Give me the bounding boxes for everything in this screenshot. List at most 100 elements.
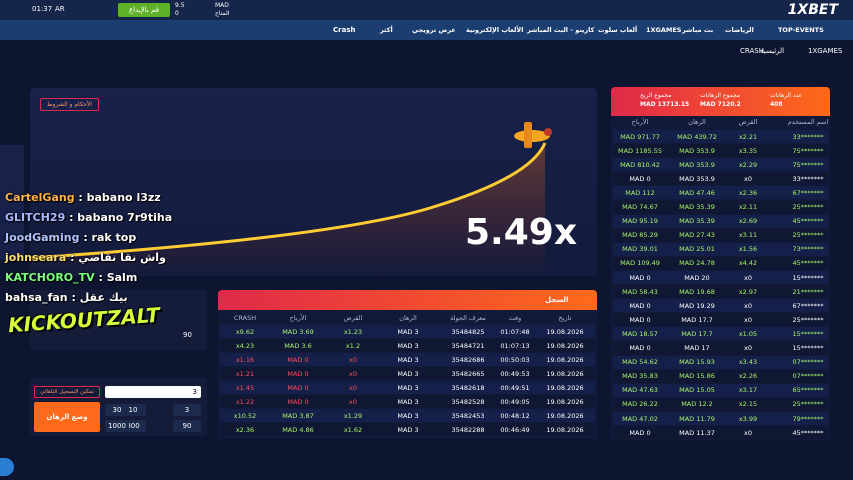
breadcrumb[interactable]: 1XGAMES	[808, 47, 843, 55]
player-cell: x2.21	[738, 132, 758, 141]
terms-button[interactable]: الأحكام و الشروط	[40, 98, 99, 111]
stat-value: MAD 13713.15	[640, 101, 690, 108]
player-row	[613, 369, 828, 383]
player-cell: MAD 27.43	[679, 231, 715, 240]
player-cell: 73*******	[792, 245, 824, 254]
chip[interactable]: 3	[173, 404, 201, 416]
player-cell: 45*******	[792, 217, 824, 226]
player-cell: x3.99	[738, 414, 758, 423]
history-cell: MAD 3	[397, 397, 419, 406]
player-cell: MAD 15.86	[679, 372, 715, 381]
history-row	[220, 353, 595, 366]
player-row	[613, 186, 828, 200]
breadcrumb[interactable]: الرئيسية	[760, 47, 785, 55]
player-cell: x3.11	[738, 231, 758, 240]
history-cell: 01:07:13	[500, 341, 530, 350]
player-cell: MAD 18.57	[622, 329, 658, 338]
history-cell: 01:07:48	[500, 327, 530, 336]
top-bar	[0, 0, 853, 20]
player-cell: MAD 35.39	[679, 203, 715, 211]
nav-item[interactable]: الرياضات	[725, 26, 754, 34]
history-cell: MAD 3	[397, 425, 419, 434]
nav-item[interactable]: ألعاب سلوت	[598, 26, 638, 34]
player-cell: 65*******	[792, 386, 824, 395]
player-cell: MAD 15.93	[679, 358, 715, 367]
place-bet-button[interactable]: وضع الرهان	[34, 402, 100, 432]
player-cell: 75*******	[792, 146, 824, 155]
history-cell: 35482453	[451, 411, 485, 420]
player-cell: 75*******	[792, 160, 824, 169]
player-cell: 67*******	[792, 188, 824, 197]
nav-item[interactable]: أكثر	[380, 26, 393, 34]
history-cell: MAD 3	[397, 383, 419, 392]
history-cell: 00:50:03	[500, 355, 530, 364]
nav-item[interactable]: كازينو - البث المباشر	[527, 26, 595, 34]
chat-text: : Salm	[94, 271, 138, 284]
history-cell: MAD 4.86	[282, 425, 314, 434]
history-cell: x1.23	[343, 327, 363, 336]
nav-bar	[0, 20, 853, 40]
game-tag[interactable]: Crash	[333, 26, 356, 34]
player-cell: x4.42	[738, 259, 758, 268]
chip[interactable]: 30	[105, 404, 129, 416]
player-cell: 07*******	[792, 358, 824, 367]
nav-item[interactable]: TOP-EVENTS	[778, 26, 824, 34]
player-row	[613, 355, 828, 369]
column-header: الرهان	[399, 314, 417, 322]
history-cell: 19.08.2026	[546, 411, 584, 420]
history-cell: MAD 3.87	[282, 411, 314, 420]
history-cell: MAD 3	[397, 369, 419, 378]
history-row	[220, 325, 595, 338]
side-icons	[0, 145, 24, 260]
chat-text: : واش نقا نقاضي	[66, 251, 166, 264]
player-cell: MAD 0	[629, 428, 651, 437]
player-cell: 25*******	[792, 203, 824, 211]
nav-item[interactable]: 1XGAMES	[646, 26, 682, 34]
column-header: اسم المستخدم	[787, 118, 829, 126]
player-row	[613, 271, 828, 284]
graph-area	[30, 143, 545, 276]
history-cell: MAD 0	[287, 369, 309, 378]
breadcrumb[interactable]: CRASH	[740, 47, 764, 55]
stat-label: مجموع الربح	[640, 92, 672, 99]
player-row	[613, 327, 828, 341]
nav-item[interactable]: بث مباشر	[682, 26, 714, 34]
chip[interactable]: 90	[173, 420, 201, 432]
chip[interactable]: 1000	[105, 420, 129, 432]
nav-item[interactable]: الألعاب الإلكترونية	[466, 26, 524, 34]
history-cell: 35482686	[451, 355, 485, 364]
plane	[514, 122, 552, 148]
auto-button[interactable]: تمكين التسجيل التلقائي	[34, 386, 100, 398]
deposit-button[interactable]: قم بالإيداع	[118, 3, 170, 17]
history-title: السجل	[545, 296, 569, 304]
player-cell: x3.35	[738, 146, 758, 155]
player-cell: MAD 353.9	[679, 146, 715, 155]
nav-item[interactable]: عرض ترويجي	[412, 26, 456, 34]
history-row	[220, 381, 595, 394]
player-cell: MAD 35.39	[679, 217, 715, 226]
player-cell: x0	[744, 344, 752, 352]
history-cell: x1.16	[235, 355, 255, 364]
player-cell: x2.36	[738, 188, 758, 197]
player-cell: MAD 25.01	[679, 245, 715, 254]
player-row	[613, 397, 828, 411]
history-cell: 00:49:53	[500, 369, 530, 378]
player-cell: x0	[744, 301, 752, 310]
player-cell: MAD 11.79	[679, 414, 715, 423]
history-cell: MAD 0	[287, 355, 309, 364]
history-cell: x1.62	[343, 425, 363, 434]
history-cell: MAD 0	[287, 397, 309, 406]
chat-user: JoodGaming	[5, 231, 80, 244]
column-header: تاريخ	[558, 314, 572, 322]
player-cell: x2.15	[738, 400, 758, 409]
player-cell: MAD 12.2	[681, 400, 713, 409]
player-cell: MAD 11.37	[679, 428, 715, 437]
player-cell: MAD 17	[684, 344, 710, 352]
player-cell: MAD 0	[629, 301, 651, 310]
player-cell: MAD 971.77	[620, 132, 660, 141]
history-cell: 00:49:05	[500, 397, 530, 406]
lang: AR	[55, 5, 65, 13]
support-button[interactable]	[0, 458, 14, 476]
player-cell: 33*******	[792, 132, 824, 141]
